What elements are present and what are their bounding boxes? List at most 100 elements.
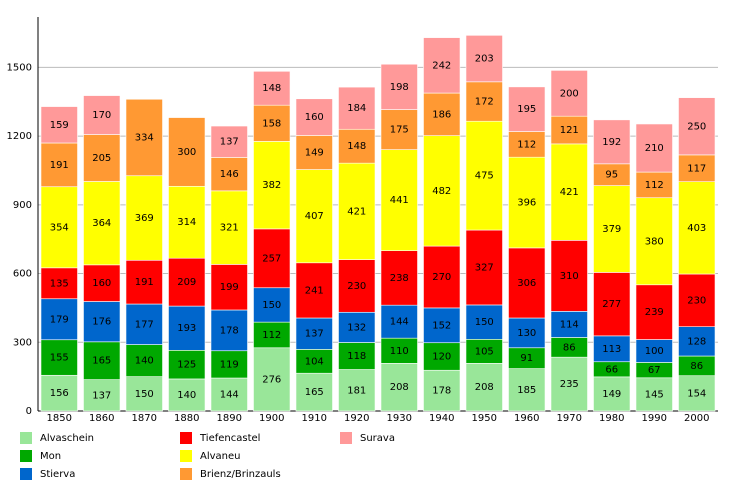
bar-segment [678, 154, 716, 183]
bar-segment [168, 117, 206, 187]
legend-label: Brienz/Brinzauls [200, 469, 281, 480]
value-label: 137 [220, 137, 239, 148]
bar-segment [295, 262, 333, 319]
value-label: 155 [50, 353, 69, 364]
value-label: 104 [305, 356, 324, 367]
value-label: 364 [92, 218, 111, 229]
bar-segment [465, 339, 503, 364]
bar-segment [253, 347, 291, 412]
x-tick-label: 1860 [89, 413, 114, 424]
value-label: 150 [475, 317, 494, 328]
bar-segment [253, 70, 291, 106]
value-label: 67 [648, 365, 661, 376]
bar-segment [295, 317, 333, 350]
legend-label: Alvaneu [200, 451, 241, 462]
value-label: 172 [475, 97, 494, 108]
bar-segment [550, 115, 588, 145]
bar-segment [210, 350, 248, 379]
legend-label: Tiefencastel [199, 433, 260, 444]
bar-segment [423, 342, 461, 371]
bar-segment [550, 240, 588, 312]
value-label: 95 [605, 170, 618, 181]
bar-segment [338, 311, 376, 343]
bar-segment [380, 149, 418, 251]
value-label: 192 [602, 137, 621, 148]
value-label: 208 [475, 382, 494, 393]
value-label: 277 [602, 299, 621, 310]
value-label: 137 [92, 390, 111, 401]
value-label: 112 [517, 139, 536, 150]
value-label: 165 [92, 356, 111, 367]
value-label: 66 [605, 364, 618, 375]
bar-segment [380, 337, 418, 364]
value-label: 150 [135, 389, 154, 400]
value-label: 193 [177, 323, 196, 334]
bar-segment [295, 98, 333, 136]
bar-segment [550, 143, 588, 241]
bar-segment [295, 169, 333, 264]
value-label: 121 [560, 125, 579, 136]
value-label: 179 [50, 314, 69, 325]
bar-segment [40, 267, 78, 300]
bar-segment [125, 98, 163, 177]
value-label: 380 [645, 236, 664, 247]
y-tick-label: 300 [13, 337, 32, 348]
bar-segment [678, 181, 716, 275]
value-label: 327 [475, 262, 494, 273]
bar-segment [380, 363, 418, 412]
bar-segment [508, 156, 546, 249]
bar-segment [83, 134, 121, 182]
bar-segment [678, 326, 716, 357]
value-label: 306 [517, 278, 536, 289]
bar-segment [635, 197, 673, 286]
value-label: 159 [50, 120, 69, 131]
bar-segment [83, 95, 121, 135]
bar-segment [423, 135, 461, 247]
value-label: 242 [432, 60, 451, 71]
value-label: 181 [347, 385, 366, 396]
bar-segment [635, 171, 673, 199]
bar-segment [465, 304, 503, 340]
value-label: 407 [305, 211, 324, 222]
bar-segment [593, 119, 631, 165]
value-label: 86 [563, 342, 576, 353]
value-label: 321 [220, 223, 239, 234]
bar-segment [40, 186, 78, 269]
value-label: 238 [390, 273, 409, 284]
value-label: 382 [262, 180, 281, 191]
bar-segment [253, 321, 291, 349]
value-label: 130 [517, 328, 536, 339]
value-label: 158 [262, 118, 281, 129]
value-label: 175 [390, 125, 409, 136]
bar-segment [465, 363, 503, 412]
value-label: 208 [390, 382, 409, 393]
bar-segment [210, 377, 248, 412]
value-label: 150 [262, 300, 281, 311]
value-label: 191 [135, 277, 154, 288]
value-label: 482 [432, 186, 451, 197]
value-label: 191 [50, 160, 69, 171]
value-label: 177 [135, 319, 154, 330]
value-label: 241 [305, 285, 324, 296]
bar-segment [168, 257, 206, 307]
bar-segment [465, 35, 503, 83]
value-label: 125 [177, 360, 196, 371]
x-tick-label: 1870 [132, 413, 157, 424]
x-tick-label: 1980 [599, 413, 624, 424]
bar-segment [380, 63, 418, 110]
bar-segment [125, 175, 163, 261]
value-label: 119 [220, 359, 239, 370]
bar-segment [210, 309, 248, 352]
value-label: 117 [687, 163, 706, 174]
value-label: 369 [135, 213, 154, 224]
bar-segment [40, 298, 78, 341]
bar-segment [423, 307, 461, 344]
value-label: 421 [347, 206, 366, 217]
value-label: 135 [50, 278, 69, 289]
value-label: 144 [220, 390, 239, 401]
value-label: 154 [687, 388, 706, 399]
x-tick-label: 1990 [642, 413, 667, 424]
bar-segment [125, 259, 163, 305]
bar-segment [550, 70, 588, 117]
